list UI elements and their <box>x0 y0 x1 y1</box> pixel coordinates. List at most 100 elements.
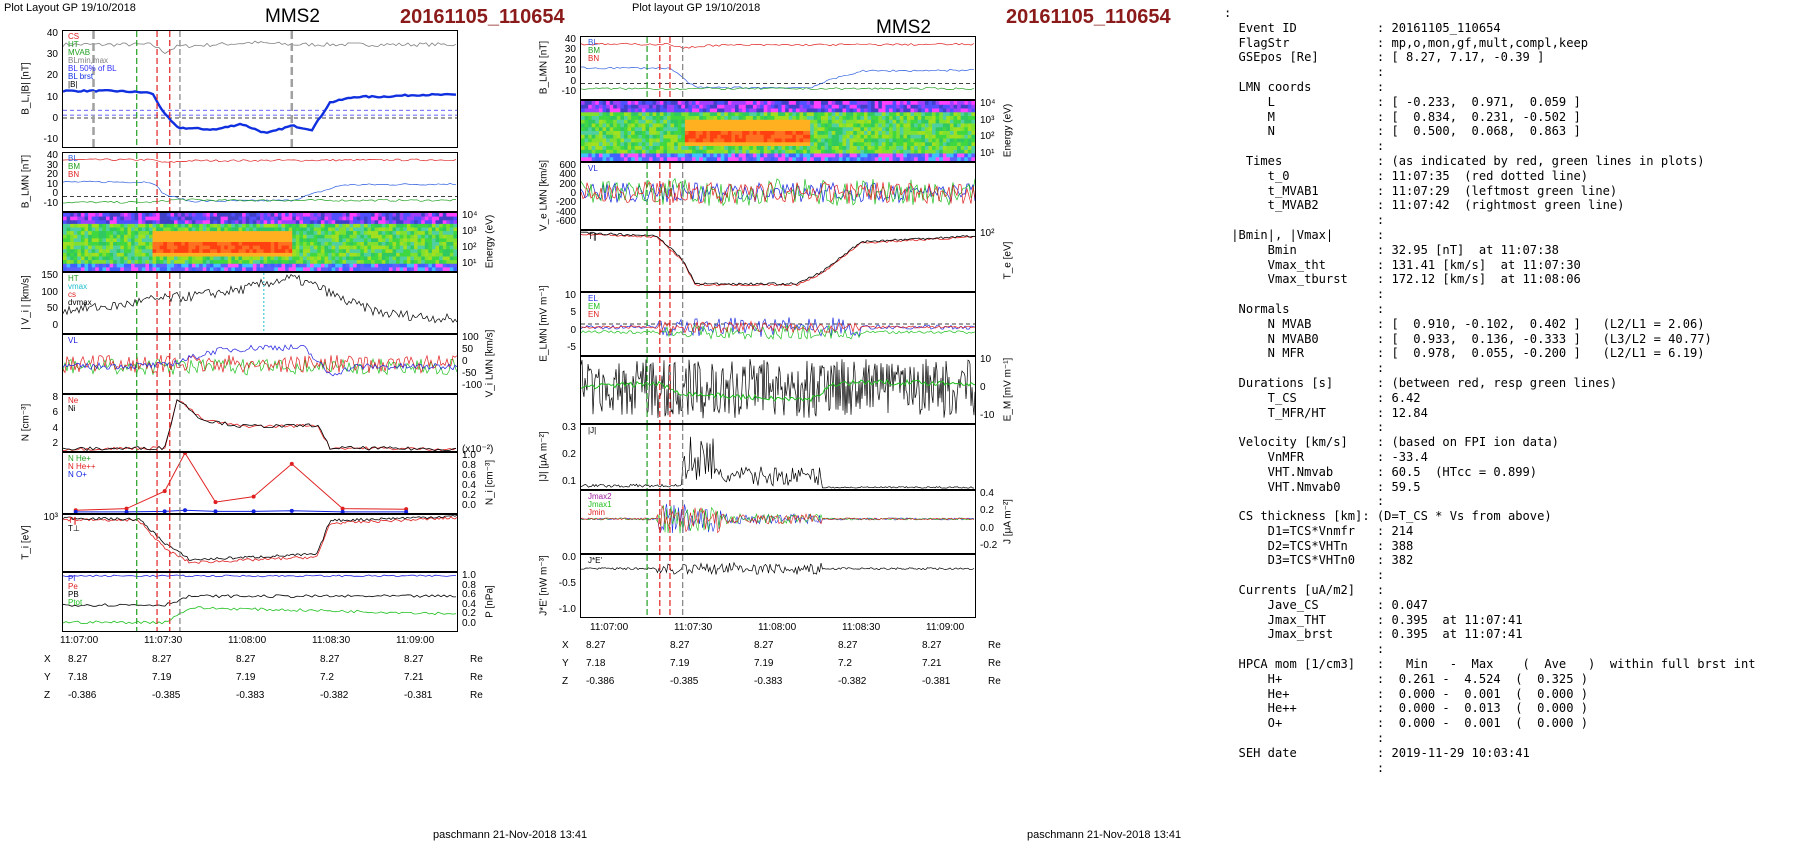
spectrogram-cell <box>967 116 972 121</box>
spectrogram-cell <box>378 252 383 258</box>
spectrogram-cell <box>631 116 636 121</box>
spectrogram-cell <box>120 227 125 232</box>
spectrogram-cell <box>184 231 189 236</box>
spectrogram-cell <box>960 101 965 106</box>
spectrogram-cell <box>141 263 146 268</box>
spectrogram-cell <box>174 223 179 229</box>
spectrogram-cell <box>867 123 872 128</box>
legend-entry: MVAB <box>68 48 91 57</box>
spectrogram-cell <box>849 138 854 143</box>
spectrogram-cell <box>695 123 700 128</box>
spectrogram-cell <box>720 146 725 151</box>
spectrogram-cell <box>313 231 318 236</box>
spectrogram-cell <box>191 227 197 232</box>
spectrogram-cell <box>935 153 940 158</box>
spectrogram-cell <box>770 123 775 128</box>
spectrogram-cell <box>202 245 207 250</box>
spectrogram-cell <box>856 134 861 140</box>
y-tick-label: 0 <box>980 382 986 393</box>
spectrogram-cell <box>349 227 354 232</box>
spectrogram-cell <box>896 138 901 143</box>
spectrogram-cell <box>281 260 286 265</box>
spectrogram-cell <box>120 223 125 229</box>
legend-entry: CS <box>68 32 80 41</box>
spectrogram-cell <box>910 112 915 117</box>
series-line-VeL <box>581 181 975 204</box>
spectrogram-cell <box>928 142 933 147</box>
y-tick-label: 0.2 <box>462 608 476 620</box>
spectrogram-cell <box>957 104 962 110</box>
spectrogram-cell <box>939 157 944 161</box>
spectrogram-cell <box>792 127 797 132</box>
spectrogram-cell <box>853 119 858 125</box>
spectrogram-cell <box>602 146 607 151</box>
spectrogram-cell <box>652 134 657 140</box>
spectrogram-cell <box>202 223 207 229</box>
spectrogram-cell <box>191 238 197 243</box>
y-tick-label: 10⁴ <box>462 210 478 221</box>
spectrogram-cell <box>234 231 240 236</box>
spectrogram-cell <box>91 267 96 271</box>
spectrogram-cell <box>385 231 390 236</box>
spectrogram-cell <box>684 153 690 158</box>
spectrogram-cell <box>967 134 972 140</box>
spectrogram-cell <box>645 134 650 140</box>
spectrogram-cell <box>949 134 955 140</box>
coord-unit: Re <box>470 690 483 701</box>
spectrogram-cell <box>234 223 240 229</box>
spectrogram-cell <box>80 231 86 236</box>
spectrogram-cell <box>713 134 718 140</box>
spectrogram-cell <box>881 138 887 143</box>
spectrogram-cell <box>399 238 404 243</box>
spectrogram-cell <box>206 245 211 250</box>
spectrogram-cell <box>867 101 872 106</box>
spectrogram-cell <box>234 238 240 243</box>
spectrogram-cell <box>892 138 897 143</box>
spectrogram-cell <box>849 104 854 110</box>
spectrogram-cell <box>288 231 293 236</box>
spectrogram-cell <box>195 242 200 247</box>
spectrogram-cell <box>864 101 869 106</box>
spectrogram-cell <box>166 231 172 236</box>
plot-panel-r8 <box>580 490 976 554</box>
spectrogram-cell <box>363 213 369 218</box>
spectrogram-cell <box>417 223 422 229</box>
spectrogram-cell <box>749 149 754 155</box>
spectrogram-cell <box>84 238 89 243</box>
spectrogram-cell <box>335 242 340 247</box>
series-line-PB <box>63 594 456 607</box>
spectrogram-cell <box>774 146 779 151</box>
spectrogram-cell <box>885 134 890 140</box>
spectrogram-cell <box>267 245 272 250</box>
spectrogram-cell <box>634 131 639 136</box>
panel-canvas <box>63 335 457 393</box>
spectrogram-cell <box>910 123 915 128</box>
spectrogram-cell <box>864 131 869 136</box>
spectrogram-cell <box>191 213 197 218</box>
spectrogram-cell <box>260 260 265 265</box>
spectrogram-cell <box>932 149 937 155</box>
spectrogram-cell <box>317 245 322 250</box>
spectrogram-cell <box>795 123 801 128</box>
spectrogram-cell <box>878 138 883 143</box>
spectrogram-cell <box>871 138 876 143</box>
spectrogram-cell <box>227 267 232 271</box>
spectrogram-cell <box>867 149 872 155</box>
spectrogram-cell <box>231 256 236 261</box>
spectrogram-cell <box>84 220 89 225</box>
spectrogram-cell <box>338 213 343 218</box>
spectrogram-cell <box>853 157 858 161</box>
spectrogram-cell <box>939 104 944 110</box>
spectrogram-cell <box>349 213 354 218</box>
spectrogram-cell <box>835 131 840 136</box>
spectrogram-cell <box>720 123 725 128</box>
spectrogram-cell <box>914 157 919 161</box>
spectrogram-cell <box>303 234 308 239</box>
spectrogram-cell <box>709 127 715 132</box>
spectrogram-cell <box>838 119 844 125</box>
y-tick-label: 10³ <box>462 226 477 237</box>
spectrogram-cell <box>864 116 869 121</box>
spectrogram-cell <box>813 119 818 125</box>
spectrogram-cell <box>670 146 675 151</box>
spectrogram-cell <box>584 123 589 128</box>
